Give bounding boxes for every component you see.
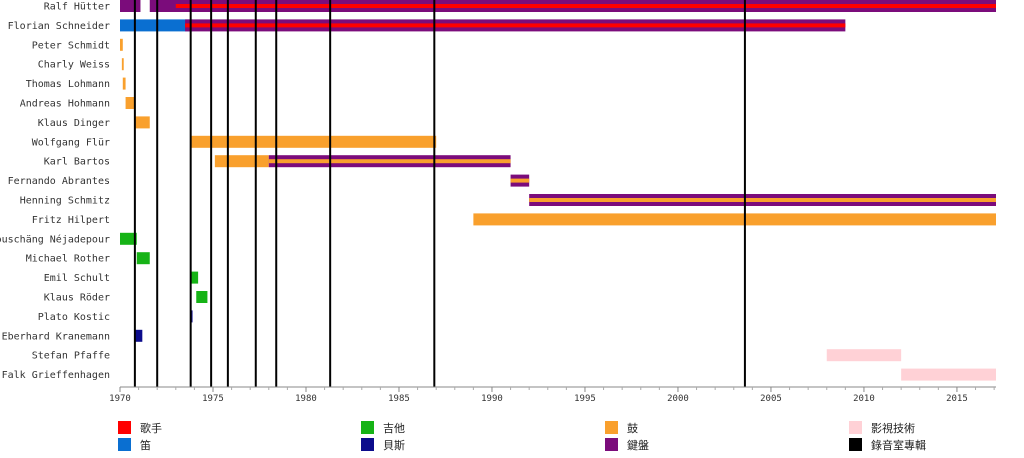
member-name-plato-kostic: Plato Kostic xyxy=(38,312,110,323)
x-tick-label-1995: 1995 xyxy=(574,394,596,404)
member-name-fernando-abrantes: Fernando Abrantes xyxy=(8,176,110,187)
member-name-florian-schneider: Florian Schneider xyxy=(8,21,110,32)
member-name-eberhard-kranemann: Eberhard Kranemann xyxy=(2,331,110,342)
bar-michael-rother-guitar-0 xyxy=(136,252,150,265)
x-tick-label-1975: 1975 xyxy=(202,394,224,404)
legend-label-visuals: 影視技術 xyxy=(871,421,915,435)
member-name-klaus-roder: Klaus Röder xyxy=(44,293,110,304)
member-name-houschang-nejadepour: Houschäng Néjadepour xyxy=(0,233,110,245)
member-name-charly-weiss: Charly Weiss xyxy=(38,60,110,71)
bar-houschang-nejadepour-guitar-0 xyxy=(120,232,137,245)
legend-swatch-bass xyxy=(361,438,374,451)
legend-label-drums: 鼓 xyxy=(627,421,638,435)
bar-klaus-dinger-drums-0 xyxy=(134,116,150,129)
legend-label-flute: 笛 xyxy=(140,438,151,452)
bar-peter-schmidt-drums-0 xyxy=(120,38,123,51)
x-tick-labels: 1970 1975 1980 1985 1990 1995 2000 2005 2010 2015 xyxy=(109,387,995,404)
bar-ralf-hutter-keyboards-0 xyxy=(120,0,141,12)
legend-swatch-visuals xyxy=(849,421,862,434)
legend-label-guitar: 吉他 xyxy=(383,422,405,435)
legend-swatch-keyboards xyxy=(605,438,618,451)
bar-charly-weiss-drums-0 xyxy=(121,58,124,71)
x-tick-label-2010: 2010 xyxy=(853,394,875,404)
x-tick-label-2005: 2005 xyxy=(760,394,782,404)
member-name-klaus-dinger: Klaus Dinger xyxy=(38,118,110,129)
bar-andreas-hohmann-drums-0 xyxy=(125,97,135,109)
member-name-wolfgang-flur: Wolfgang Flür xyxy=(32,137,110,148)
member-name-karl-bartos: Karl Bartos xyxy=(44,157,110,168)
bar-falk-grieffenhagen-visuals-0 xyxy=(901,368,996,381)
legend-label-bass: 貝斯 xyxy=(383,439,405,452)
bar-henning-schmitz-drums-stripe-1 xyxy=(529,198,996,202)
member-name-falk-grieffenhagen: Falk Grieffenhagen xyxy=(2,370,110,381)
x-tick-label-1990: 1990 xyxy=(481,394,503,404)
bar-florian-schneider-vocals-stripe-2 xyxy=(185,23,846,28)
bar-wolfgang-flur-drums-0 xyxy=(190,135,437,148)
legend-label-keyboards: 鍵盤 xyxy=(627,438,649,452)
bar-emil-schult-guitar-0 xyxy=(190,271,199,284)
x-tick-label-1980: 1980 xyxy=(295,394,317,404)
x-tick-label-1970: 1970 xyxy=(109,394,131,404)
legend-label-vocals: 歌手 xyxy=(140,421,162,435)
member-name-andreas-hohmann: Andreas Hohmann xyxy=(20,99,110,110)
member-names: Ralf Hütter Florian Schneider Peter Schmid… xyxy=(0,2,110,382)
member-name-ralf-hutter: Ralf Hütter xyxy=(44,2,110,13)
member-name-emil-schult: Emil Schult xyxy=(44,273,110,284)
legend-swatch-vocals xyxy=(118,421,131,434)
legend-swatch-flute xyxy=(118,438,131,451)
member-bars xyxy=(120,0,997,381)
x-tick-label-2015: 2015 xyxy=(946,394,968,404)
album-lines xyxy=(133,0,746,387)
member-name-thomas-lohmann: Thomas Lohmann xyxy=(26,79,110,90)
legend-swatch-drums xyxy=(605,421,618,434)
bar-thomas-lohmann-drums-0 xyxy=(122,77,126,90)
legend-label-studio: 錄音室專輯 xyxy=(871,438,926,452)
x-tick-label-1985: 1985 xyxy=(388,394,410,404)
x-tick-label-2000: 2000 xyxy=(667,394,689,404)
legend-swatch-studio xyxy=(849,438,862,451)
member-name-fritz-hilpert: Fritz Hilpert xyxy=(32,215,110,226)
bar-eberhard-kranemann-bass-0 xyxy=(134,329,143,342)
member-name-peter-schmidt: Peter Schmidt xyxy=(32,40,110,51)
bar-karl-bartos-drums-stripe-2 xyxy=(268,159,511,164)
member-name-michael-rother: Michael Rother xyxy=(26,254,110,265)
bar-ralf-hutter-vocals-stripe-2 xyxy=(175,4,997,8)
bar-karl-bartos-drums-0 xyxy=(214,155,269,168)
bar-fritz-hilpert-drums-0 xyxy=(473,213,996,226)
member-name-henning-schmitz: Henning Schmitz xyxy=(20,196,110,207)
legend-swatch-guitar xyxy=(361,421,374,434)
bar-fernando-abrantes-drums-stripe-1 xyxy=(510,178,530,183)
bar-klaus-roder-guitar-0 xyxy=(196,291,208,303)
bar-stefan-pfaffe-visuals-0 xyxy=(826,349,902,362)
member-name-stefan-pfaffe: Stefan Pfaffe xyxy=(32,351,110,362)
